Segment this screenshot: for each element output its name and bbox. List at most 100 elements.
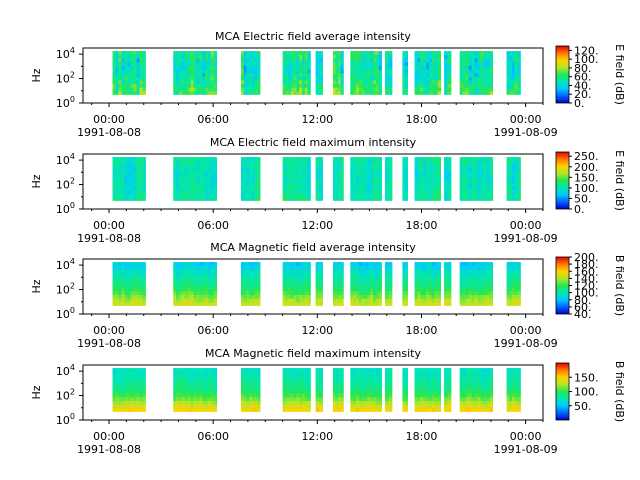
heatmap-cell [338,378,342,383]
heatmap-cell [307,189,311,194]
heatmap-cell [506,301,510,306]
heatmap-cell [477,72,482,77]
heatmap-cell [471,185,476,190]
heatmap-cell [302,298,306,303]
heatmap-cell [474,265,479,270]
heatmap-cell [130,58,134,63]
heatmap-cell [115,298,119,303]
heatmap-cell [121,280,125,285]
heatmap-cell [483,54,488,59]
heatmap-cell [517,375,521,380]
heatmap-cell [181,283,186,288]
heatmap-cell [489,265,494,270]
heatmap-cell [506,87,510,92]
heatmap-cell [240,79,245,84]
heatmap-cell [181,72,186,77]
heatmap-cell [304,407,309,412]
heatmap-cell [181,193,186,198]
heatmap-cell [121,290,125,295]
heatmap-cell [315,178,320,183]
heatmap-cell [213,178,218,183]
heatmap-cell [142,280,146,285]
heatmap-cell [361,79,365,84]
heatmap-cell [375,389,380,394]
heatmap-cell [338,189,342,194]
heatmap-cell [296,396,300,401]
heatmap-cell [373,157,377,162]
heatmap-cell [184,276,189,281]
heatmap-cell [358,160,363,165]
heatmap-cell [246,393,250,398]
heatmap-cell [282,193,286,198]
x-tick-label: 06:00 [197,324,229,337]
heatmap-cell [447,272,452,277]
heatmap-cell [373,164,377,169]
heatmap-cell [184,280,189,285]
heatmap-cell [437,371,441,376]
heatmap-cell [173,396,177,401]
heatmap-cell [205,276,209,281]
heatmap-cell [373,265,377,270]
heatmap-cell [240,386,245,391]
heatmap-cell [480,171,485,176]
heatmap-cell [429,298,433,303]
heatmap-cell [213,189,218,194]
heatmap-cell [288,269,292,274]
heatmap-cell [370,171,374,176]
heatmap-cell [249,90,253,95]
heatmap-cell [240,65,245,70]
heatmap-cell [356,407,360,412]
heatmap-cell [319,382,323,387]
heatmap-cell [353,269,357,274]
heatmap-cell [437,65,441,70]
heatmap-cell [514,171,519,176]
heatmap-cell [459,283,464,288]
heatmap-cell [405,283,408,288]
heatmap-cell [193,262,197,267]
heatmap-cell [249,58,253,63]
heatmap-cell [319,294,323,299]
heatmap-cell [431,382,436,387]
heatmap-cell [127,196,131,201]
heatmap-cell [251,160,255,165]
heatmap-cell [187,157,192,162]
heatmap-cell [130,294,134,299]
heatmap-cell [127,400,131,405]
y-axis-label: Hz [30,68,43,82]
heatmap-cell [240,389,245,394]
heatmap-cell [506,276,510,281]
heatmap-cell [130,196,134,201]
heatmap-cell [459,368,464,373]
heatmap-cell [402,72,406,77]
heatmap-cell [459,382,464,387]
heatmap-cell [335,389,339,394]
heatmap-cell [402,51,406,56]
heatmap-cell [364,265,368,270]
heatmap-cell [335,157,339,162]
heatmap-cell [486,167,491,172]
heatmap-cell [471,175,476,180]
y-tick-label: 104 [56,152,75,167]
heatmap-cell [181,185,186,190]
heatmap-cell [423,79,427,84]
heatmap-cell [296,407,300,412]
heatmap-cell [364,90,368,95]
heatmap-cell [356,87,360,92]
heatmap-cell [367,378,371,383]
heatmap-cell [315,157,320,162]
heatmap-cell [142,196,146,201]
heatmap-cell [307,404,311,409]
heatmap-cell [480,157,485,162]
heatmap-cell [414,175,418,180]
heatmap-cell [509,61,513,66]
heatmap-cell [358,290,363,295]
heatmap-cell [254,167,258,172]
heatmap-cell [184,51,189,56]
heatmap-cell [319,164,323,169]
heatmap-cell [213,404,218,409]
heatmap-cell [402,378,406,383]
heatmap-cell [207,185,212,190]
heatmap-cell [437,79,441,84]
heatmap-cell [417,371,421,376]
